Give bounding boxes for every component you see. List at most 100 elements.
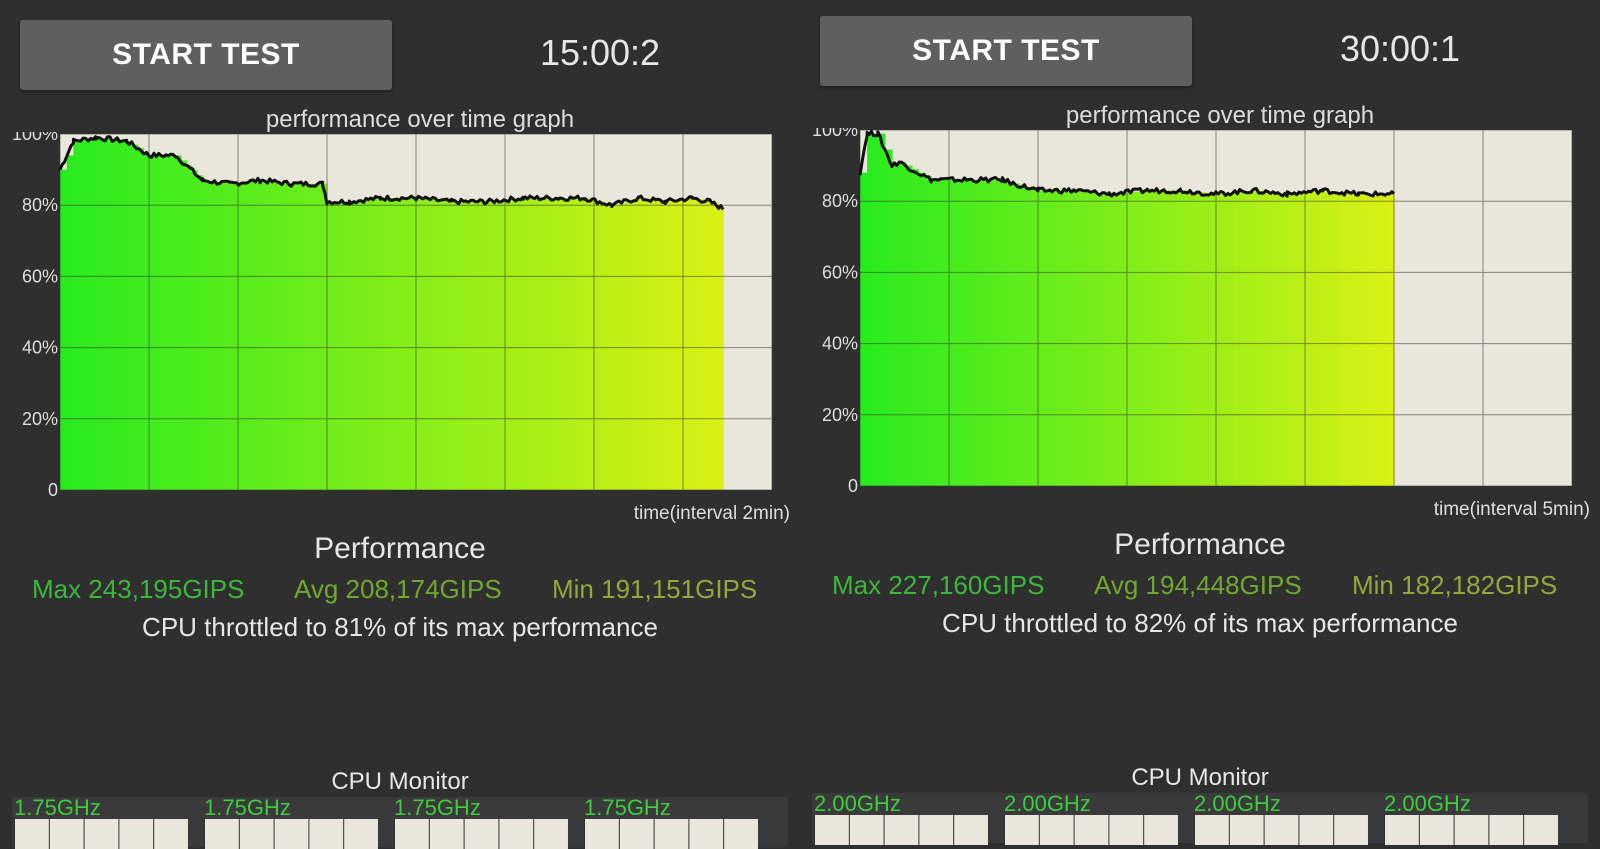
- area-band: [1043, 190, 1051, 486]
- area-band: [1269, 192, 1276, 487]
- area-band: [563, 198, 570, 490]
- area-band: [1293, 193, 1300, 486]
- area-band: [691, 198, 699, 490]
- area-band: [990, 179, 998, 486]
- area-band: [278, 182, 286, 490]
- area-band: [481, 201, 488, 490]
- y-tick-label: 60%: [822, 262, 858, 282]
- area-band: [186, 165, 193, 490]
- core-load-chart: [1004, 815, 1178, 845]
- area-band: [310, 183, 317, 490]
- area-band: [316, 183, 324, 490]
- area-band: [678, 199, 686, 491]
- area-band: [229, 183, 236, 490]
- area-band: [574, 198, 581, 490]
- area-band: [1287, 194, 1294, 486]
- area-band: [552, 198, 559, 490]
- area-band: [651, 199, 660, 491]
- core-load-chart: [1194, 815, 1368, 845]
- performance-title: Performance: [1114, 528, 1286, 561]
- area-band: [404, 198, 411, 490]
- area-band: [322, 183, 328, 490]
- area-band: [1144, 190, 1152, 486]
- area-band: [960, 179, 968, 486]
- cpu-monitor: 2.00GHz 2.00GHz 2.00GHz 2.00GHz: [812, 791, 1588, 845]
- area-band: [1067, 190, 1075, 486]
- area-band: [1132, 191, 1140, 486]
- area-band: [1061, 190, 1069, 486]
- area-band: [1385, 194, 1391, 486]
- area-band: [1038, 190, 1045, 486]
- area-band: [937, 179, 944, 486]
- area-band: [645, 198, 653, 490]
- avg-stat: Avg 194,448GIPS: [1094, 570, 1302, 600]
- throttle-summary: CPU throttled to 81% of its max performa…: [142, 612, 658, 642]
- y-tick-label: 100%: [12, 132, 58, 144]
- test-panel-left: START TEST 15:00:2 performance over time…: [0, 0, 800, 849]
- area-band: [1379, 194, 1386, 486]
- test-timer: 15:00:2: [539, 32, 661, 73]
- area-band: [918, 172, 926, 486]
- area-band: [1363, 194, 1370, 486]
- area-band: [392, 198, 399, 490]
- area-band: [487, 201, 494, 490]
- area-band: [1019, 185, 1027, 486]
- area-band: [254, 180, 261, 490]
- area-band: [1389, 194, 1395, 486]
- area-band: [1186, 191, 1193, 486]
- area-band: [1221, 193, 1229, 486]
- area-band: [528, 198, 536, 490]
- area-band: [1328, 191, 1336, 486]
- area-band: [1174, 190, 1181, 486]
- area-band: [132, 144, 139, 490]
- area-band: [202, 180, 210, 490]
- performance-graph: 100% 80% 60% 40% 20% 0: [12, 132, 773, 500]
- area-band: [1192, 191, 1199, 486]
- area-band: [703, 200, 711, 490]
- start-test-button[interactable]: START TEST: [820, 16, 1192, 86]
- area-band: [1216, 194, 1223, 486]
- area-band: [872, 133, 879, 486]
- area-band: [1156, 190, 1164, 486]
- area-band: [222, 182, 230, 490]
- area-band: [1358, 194, 1365, 486]
- area-band: [877, 133, 886, 486]
- start-test-button[interactable]: START TEST: [20, 20, 392, 90]
- area-band: [355, 200, 363, 490]
- area-band: [949, 179, 956, 486]
- area-band: [867, 133, 874, 486]
- area-band: [493, 201, 500, 490]
- area-band: [499, 200, 506, 490]
- core-load-chart: [394, 819, 568, 849]
- area-band: [860, 172, 868, 486]
- grid: [859, 129, 1573, 487]
- core-frequency: 2.00GHz: [1194, 791, 1281, 816]
- area-band: [367, 199, 375, 490]
- area-band: [1109, 194, 1116, 486]
- area-band: [1227, 192, 1235, 486]
- area-band: [159, 155, 166, 491]
- area-band: [469, 201, 476, 490]
- y-tick-label: 60%: [22, 266, 58, 286]
- area-band: [685, 198, 693, 490]
- area-band: [137, 148, 145, 491]
- area-band: [327, 201, 334, 490]
- y-tick-label: 0: [848, 476, 858, 496]
- cpu-core-monitor: 2.00GHz: [1002, 791, 1178, 845]
- y-tick-label: 100%: [812, 128, 858, 140]
- area-band: [421, 198, 429, 490]
- test-panel-right: START TEST 30:00:1 performance over time…: [800, 0, 1600, 845]
- area-band: [1180, 190, 1187, 486]
- area-band: [1204, 192, 1211, 486]
- area-band: [1340, 192, 1348, 487]
- area-band: [1374, 194, 1381, 486]
- performance-graph: 100% 80% 60% 40% 20% 0: [812, 128, 1573, 496]
- area-band: [398, 198, 405, 490]
- area-band: [1121, 192, 1128, 486]
- performance-area: [860, 133, 1395, 487]
- area-band: [1002, 179, 1009, 486]
- area-band: [1233, 192, 1241, 487]
- test-timer: 30:00:1: [1339, 28, 1461, 69]
- x-axis-label: time(interval 2min): [633, 503, 790, 524]
- area-band: [671, 200, 680, 490]
